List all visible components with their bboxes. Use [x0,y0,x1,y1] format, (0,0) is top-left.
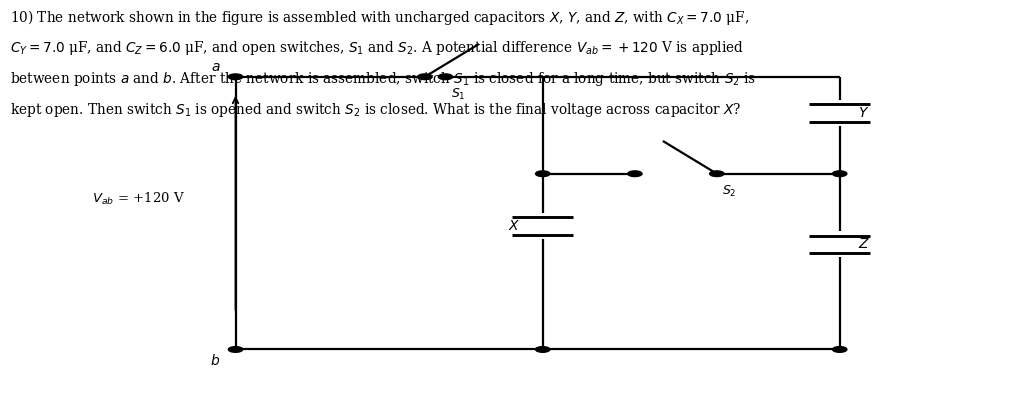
Circle shape [710,171,724,177]
Circle shape [833,171,847,177]
Text: $Y$: $Y$ [858,106,869,120]
Text: $V_{ab}$ = +120 V: $V_{ab}$ = +120 V [92,191,184,207]
Circle shape [536,347,550,352]
Text: $b$: $b$ [210,353,220,368]
Circle shape [833,347,847,352]
Text: $a$: $a$ [211,59,220,74]
Circle shape [228,347,243,352]
Text: $S_2$: $S_2$ [722,184,736,199]
Text: kept open. Then switch $S_1$ is opened and switch $S_2$ is closed. What is the f: kept open. Then switch $S_1$ is opened a… [10,101,741,120]
Circle shape [228,74,243,80]
Circle shape [418,74,432,80]
Text: $S_1$: $S_1$ [451,87,465,102]
Circle shape [628,171,642,177]
Text: between points $a$ and $b$. After the network is assembled, switch $S_1$ is clos: between points $a$ and $b$. After the ne… [10,70,757,88]
Text: $Z$: $Z$ [858,238,870,251]
Circle shape [438,74,453,80]
Text: $C_Y = 7.0$ μF, and $C_Z = 6.0$ μF, and open switches, $S_1$ and $S_2$. A potent: $C_Y = 7.0$ μF, and $C_Z = 6.0$ μF, and … [10,39,744,57]
Text: 10) The network shown in the figure is assembled with uncharged capacitors $X$, : 10) The network shown in the figure is a… [10,8,750,27]
Circle shape [536,171,550,177]
Text: $X$: $X$ [508,219,520,233]
